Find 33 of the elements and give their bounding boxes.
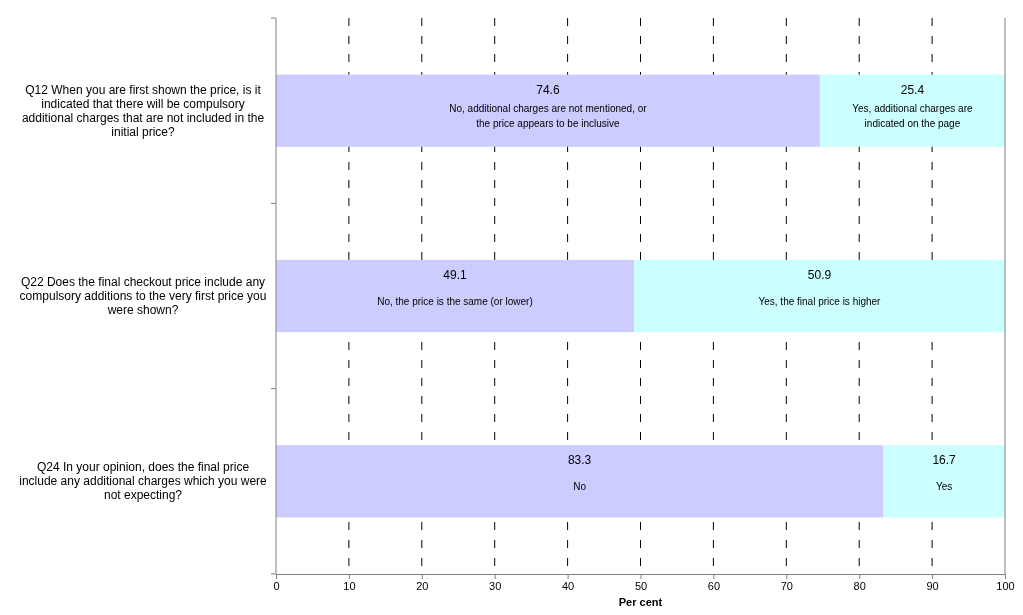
x-tick-label: 60 bbox=[707, 579, 721, 592]
bar bbox=[276, 259, 634, 333]
data-label: 50.9 bbox=[807, 267, 832, 282]
y-tick-label: Q24 In your opinion, does the final price include any additional charges which you were not expecting? bbox=[19, 460, 268, 503]
x-axis-title: Per cent bbox=[618, 596, 663, 608]
annotation: Yes bbox=[935, 481, 953, 493]
x-tick-label: 50 bbox=[634, 579, 648, 592]
bar bbox=[633, 259, 1005, 333]
bar bbox=[276, 445, 884, 518]
bar bbox=[819, 74, 1005, 147]
x-tick-label: 90 bbox=[926, 579, 939, 592]
bar bbox=[276, 74, 820, 147]
data-label: 49.1 bbox=[443, 267, 467, 282]
bar bbox=[883, 445, 1005, 518]
data-label: 16.7 bbox=[932, 453, 957, 468]
x-tick-label: 10 bbox=[343, 579, 356, 592]
annotation: Yes, the final price is higher bbox=[758, 295, 882, 307]
annotation: Yes, additional charges are indicated on the page bbox=[852, 103, 973, 130]
y-tick-label: Q22 Does the final checkout price include any compulsory additions to the very first price you were shown? bbox=[19, 275, 267, 317]
y-tick-label: Q12 When you are first shown the price, is it indicated that there will be compulsory additional charges that are not included in the initial price? bbox=[21, 82, 265, 139]
x-tick-label: 70 bbox=[780, 579, 793, 592]
x-tick-label: 0 bbox=[273, 579, 280, 592]
data-label: 83.3 bbox=[567, 453, 592, 468]
x-tick-label: 40 bbox=[561, 579, 575, 592]
x-tick-label: 30 bbox=[489, 579, 502, 592]
annotation: No, the price is the same (or lower) bbox=[377, 295, 533, 307]
annotation: No, additional charges are not mentioned, or the price appears to be inclusive bbox=[449, 103, 648, 130]
x-tick-label: 20 bbox=[416, 579, 429, 592]
x-tick-label: 100 bbox=[996, 579, 1015, 592]
data-label: 74.6 bbox=[536, 82, 560, 97]
annotation: No bbox=[573, 481, 587, 493]
data-label: 25.4 bbox=[900, 82, 925, 97]
x-tick-label: 80 bbox=[853, 579, 866, 592]
